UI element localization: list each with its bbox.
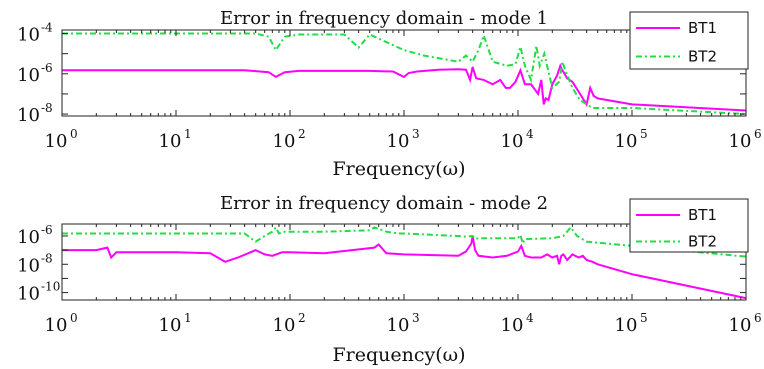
y-tick-exponent: -8 [41, 101, 53, 115]
x-tick-label: 10 [273, 315, 296, 336]
legend: BT1 BT2 [629, 11, 749, 70]
x-tick-exponent: 5 [640, 127, 648, 141]
x-tick-exponent: 3 [412, 311, 420, 325]
x-tick-exponent: 6 [754, 127, 762, 141]
y-tick-label: 10 [17, 65, 40, 86]
legend-label-bt2: BT2 [688, 233, 717, 251]
y-tick-label: 10 [17, 227, 40, 248]
series-line-bt2 [62, 32, 746, 115]
x-tick-exponent: 6 [754, 311, 762, 325]
x-tick-label: 10 [615, 315, 638, 336]
x-tick-exponent: 5 [640, 311, 648, 325]
x-tick-label: 10 [501, 131, 524, 152]
x-tick-exponent: 4 [526, 311, 534, 325]
legend-label-bt2: BT2 [688, 48, 717, 66]
legend-box [629, 198, 749, 253]
x-tick-exponent: 4 [526, 127, 534, 141]
x-tick-label: 10 [387, 131, 410, 152]
x-tick-label: 10 [45, 131, 68, 152]
x-tick-exponent: 1 [184, 127, 192, 141]
series-line-bt2 [62, 225, 746, 258]
x-tick-exponent: 0 [70, 127, 78, 141]
x-tick-label: 10 [387, 315, 410, 336]
x-tick-label: 10 [501, 315, 524, 336]
x-tick-exponent: 3 [412, 127, 420, 141]
y-tick-label: 10 [17, 25, 40, 46]
x-tick-exponent: 2 [298, 127, 306, 141]
y-tick-label: 10 [17, 255, 40, 276]
y-tick-label: 10 [17, 105, 40, 126]
chart-title: Error in frequency domain - mode 1 [220, 8, 548, 29]
x-tick-label: 10 [45, 315, 68, 336]
legend-label-bt1: BT1 [688, 19, 717, 37]
x-tick-label: 10 [159, 131, 182, 152]
chart-title: Error in frequency domain - mode 2 [220, 193, 548, 214]
chart-panel-1: 10 0 10 1 10 2 10 3 10 4 10 5 10 610 -810 -610 -4 Error i… [17, 8, 762, 180]
legend-box [629, 11, 749, 70]
x-tick-exponent: 2 [298, 311, 306, 325]
y-tick-exponent: -4 [41, 21, 53, 35]
series-line-bt1 [62, 63, 746, 112]
y-tick-label: 10 [17, 284, 40, 305]
legend-label-bt1: BT1 [688, 206, 717, 224]
y-tick-exponent: -10 [41, 280, 60, 294]
y-tick-exponent: -6 [41, 61, 53, 75]
y-tick-exponent: -6 [41, 223, 53, 237]
x-tick-label: 10 [273, 131, 296, 152]
x-axis-label: Frequency(ω) [332, 158, 465, 180]
legend: BT1 BT2 [629, 198, 749, 253]
x-tick-label: 10 [729, 131, 752, 152]
x-axis-label: Frequency(ω) [332, 344, 465, 366]
series-line-bt1 [62, 235, 746, 300]
y-tick-exponent: -8 [41, 251, 53, 265]
x-tick-label: 10 [729, 315, 752, 336]
x-tick-label: 10 [159, 315, 182, 336]
x-tick-exponent: 0 [70, 311, 78, 325]
x-tick-label: 10 [615, 131, 638, 152]
x-tick-exponent: 1 [184, 311, 192, 325]
